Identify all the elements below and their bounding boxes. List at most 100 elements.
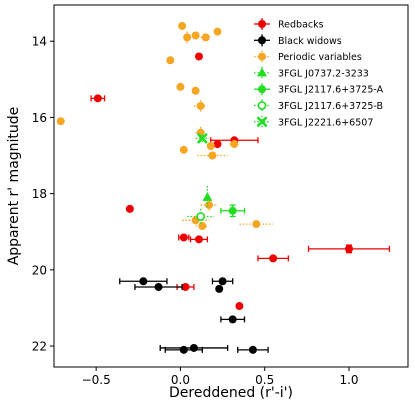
series-3 [202, 186, 213, 209]
circle-marker [189, 343, 198, 352]
circle-marker [258, 85, 266, 94]
y-tick-label: 20 [32, 263, 47, 277]
circle-marker [201, 33, 210, 42]
circle-marker [235, 302, 244, 311]
circle-marker [179, 345, 188, 354]
legend-label: 3FGL J0737.2-3233 [278, 68, 369, 79]
triangle-marker [202, 192, 213, 201]
legend-label: 3FGL J2117.6+3725-A [278, 85, 384, 96]
data-point [257, 254, 289, 263]
series-5 [187, 208, 215, 225]
circle-marker [258, 52, 266, 61]
series-1 [119, 277, 269, 354]
data-point [206, 141, 215, 150]
data-point [189, 235, 209, 244]
data-point [220, 315, 246, 324]
data-point [90, 94, 106, 103]
data-point [211, 277, 234, 286]
data-point [187, 208, 215, 225]
data-point [200, 199, 218, 211]
circle-marker [154, 282, 163, 291]
circle-marker [269, 254, 278, 263]
data-point [179, 145, 188, 154]
data-point [191, 86, 200, 95]
data-point [159, 343, 229, 352]
data-point [229, 140, 240, 149]
legend-entry: Periodic variables [254, 50, 362, 63]
y-tick-label: 14 [32, 35, 47, 49]
legend-entry: Redbacks [254, 18, 324, 31]
circle-marker [230, 140, 239, 149]
y-axis-ticks: 14 16 18 20 22 [32, 35, 54, 354]
y-tick-label: 18 [32, 187, 47, 201]
circle-marker [183, 33, 192, 42]
data-point [164, 345, 203, 354]
circle-marker [178, 21, 187, 30]
circle-marker [206, 141, 215, 150]
x-marker-stroke [197, 133, 208, 144]
circle-marker [205, 201, 214, 210]
x-axis-ticks: −0.5 0.0 0.5 1.0 [82, 367, 359, 387]
legend-label: 3FGL J2117.6+3725-B [278, 101, 383, 112]
circle-marker [191, 31, 200, 40]
series-4 [220, 204, 246, 218]
x-tick-label: −0.5 [82, 373, 111, 387]
circle-marker [208, 151, 217, 160]
legend-label: Black widows [278, 36, 342, 47]
data-point [235, 302, 244, 311]
circle-marker [139, 277, 148, 286]
data-point [195, 133, 210, 144]
circle-marker [196, 101, 205, 110]
data-point [197, 151, 228, 160]
legend-entry: Black widows [254, 34, 342, 47]
circle-marker [218, 277, 227, 286]
circle-marker [258, 20, 266, 28]
data-point [202, 186, 213, 209]
circle-marker [179, 145, 188, 154]
data-point [200, 33, 211, 42]
legend-label: 3FGL J2221.6+6507 [278, 117, 373, 128]
triangle-marker [257, 67, 267, 77]
data-point [239, 220, 274, 229]
data-point [215, 284, 224, 293]
x-axis-label: Dereddened (r'-i') [169, 385, 293, 401]
data-point [194, 52, 203, 61]
legend-label: Periodic variables [278, 52, 362, 63]
circle-marker [258, 36, 266, 45]
legend-label: Redbacks [278, 20, 324, 31]
circle-marker [215, 284, 224, 293]
y-axis-label: Apparent r' magnitude [6, 107, 22, 266]
data-point [195, 222, 210, 231]
data-point [237, 345, 269, 354]
data-point [176, 82, 185, 91]
open-circle-marker [196, 212, 206, 221]
data-point [56, 117, 65, 126]
data-point [134, 282, 183, 291]
x-tick-label: 0.5 [255, 373, 274, 387]
open-circle-marker [257, 101, 267, 110]
data-marks [56, 21, 391, 354]
data-point [193, 100, 208, 112]
series-6 [195, 133, 210, 144]
legend-entry: 3FGL J0737.2-3233 [254, 66, 369, 79]
data-point [220, 204, 246, 218]
data-point [213, 27, 222, 36]
legend: Redbacks Black widows Periodic variables 3F… [254, 18, 384, 128]
circle-marker [198, 222, 207, 231]
x-tick-label: 1.0 [339, 373, 358, 387]
data-point [191, 31, 200, 40]
circle-marker [125, 204, 134, 213]
circle-marker [179, 233, 188, 242]
circle-marker [166, 56, 175, 65]
legend-entry: 3FGL J2117.6+3725-A [254, 83, 384, 96]
data-point [119, 277, 168, 286]
data-point [166, 56, 175, 65]
y-tick-label: 16 [32, 111, 47, 125]
circle-marker [191, 86, 200, 95]
data-point [178, 233, 190, 242]
data-point [125, 204, 134, 213]
data-point [176, 282, 195, 291]
data-point [307, 244, 391, 254]
circle-marker [176, 82, 185, 91]
